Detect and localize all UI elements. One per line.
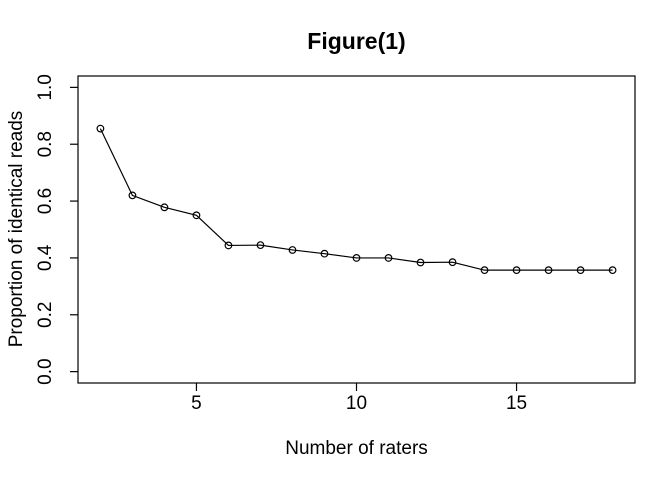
data-point-marker [320, 249, 329, 258]
data-point-marker [288, 246, 297, 254]
data-point-marker [512, 266, 521, 275]
data-point-marker [448, 258, 457, 267]
y-tick-label: 1.0 [35, 74, 56, 100]
data-point-marker [256, 241, 265, 250]
y-tick-label: 0.4 [35, 244, 56, 271]
data-line [99, 128, 613, 271]
x-tick-label: 10 [346, 393, 367, 414]
plot-box [77, 75, 636, 384]
data-point-marker [608, 266, 617, 275]
data-point-marker [192, 211, 201, 220]
data-point-marker [96, 124, 105, 133]
y-tick-label: 0.0 [35, 358, 56, 384]
data-point-marker [224, 241, 233, 250]
data-point-marker [576, 266, 585, 275]
data-point-marker [480, 266, 489, 275]
y-tick-label: 0.8 [35, 131, 56, 157]
x-tick-label: 5 [191, 393, 202, 414]
chart-title: Figure(1) [307, 28, 406, 54]
data-point-marker [416, 258, 425, 267]
data-point-marker [544, 266, 553, 275]
data-point-marker [128, 191, 137, 200]
y-axis-label: Proportion of identical reads [6, 110, 27, 348]
x-axis-label: Number of raters [285, 438, 428, 459]
x-tick-label: 15 [506, 393, 527, 414]
y-tick-label: 0.6 [35, 188, 56, 214]
data-point-marker [160, 203, 169, 212]
y-tick-label: 0.2 [35, 302, 56, 328]
data-point-marker [384, 254, 393, 262]
data-point-marker [352, 254, 361, 262]
